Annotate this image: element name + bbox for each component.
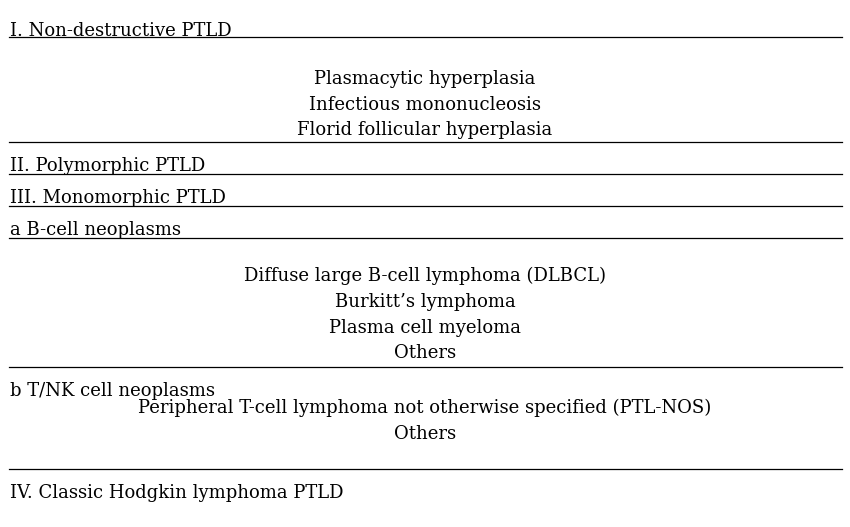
Text: II. Polymorphic PTLD: II. Polymorphic PTLD — [10, 157, 206, 175]
Text: III. Monomorphic PTLD: III. Monomorphic PTLD — [10, 189, 226, 207]
Text: Plasmacytic hyperplasia
Infectious mononucleosis
Florid follicular hyperplasia: Plasmacytic hyperplasia Infectious monon… — [298, 70, 552, 140]
Text: b T/NK cell neoplasms: b T/NK cell neoplasms — [10, 382, 215, 400]
Text: a B-cell neoplasms: a B-cell neoplasms — [10, 221, 181, 239]
Text: IV. Classic Hodgkin lymphoma PTLD: IV. Classic Hodgkin lymphoma PTLD — [10, 484, 343, 502]
Text: Peripheral T-cell lymphoma not otherwise specified (PTL-NOS)
Others: Peripheral T-cell lymphoma not otherwise… — [139, 399, 711, 443]
Text: Diffuse large B-cell lymphoma (DLBCL)
Burkitt’s lymphoma
Plasma cell myeloma
Oth: Diffuse large B-cell lymphoma (DLBCL) Bu… — [244, 267, 606, 363]
Text: I. Non-destructive PTLD: I. Non-destructive PTLD — [10, 22, 232, 40]
